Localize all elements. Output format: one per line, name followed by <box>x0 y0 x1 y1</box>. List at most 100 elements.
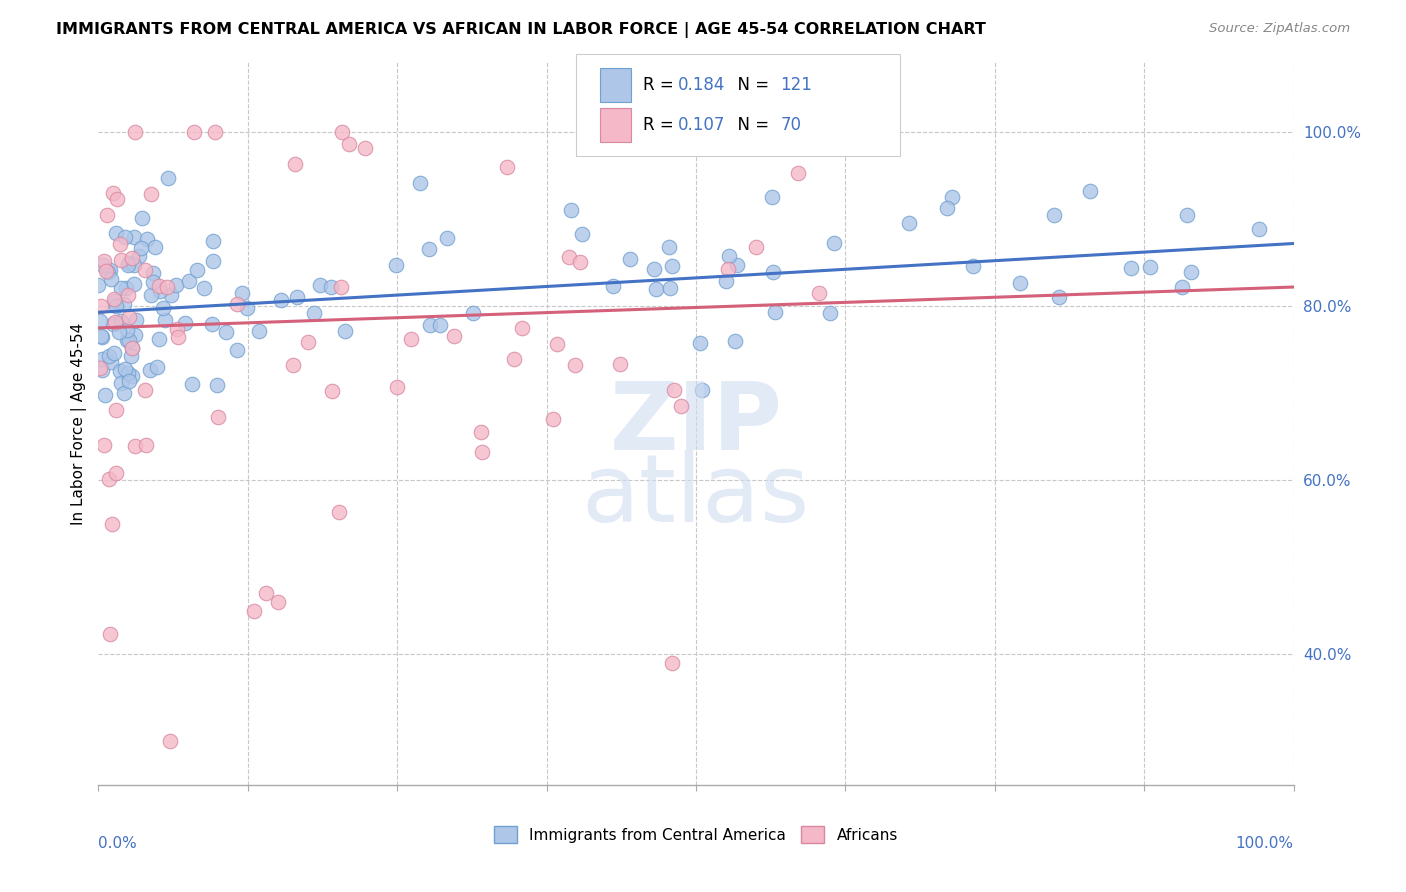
Text: 0.0%: 0.0% <box>98 836 138 851</box>
Point <box>96 209 118 223</box>
Point <box>409 176 432 190</box>
Point <box>91 363 114 377</box>
Point <box>134 263 156 277</box>
Point <box>103 292 125 306</box>
Point <box>205 378 228 392</box>
Point <box>174 316 197 330</box>
Point <box>124 327 146 342</box>
Point <box>124 125 146 139</box>
Point <box>104 403 127 417</box>
Point <box>936 201 959 215</box>
Point <box>118 333 141 347</box>
Point <box>385 380 408 394</box>
Point <box>148 278 170 293</box>
Point <box>207 410 229 425</box>
Point <box>146 359 169 374</box>
Point <box>470 425 492 439</box>
Point <box>104 466 127 480</box>
Point <box>664 383 686 397</box>
Text: 100.0%: 100.0% <box>1236 836 1294 851</box>
Point <box>898 216 921 230</box>
Point <box>114 229 136 244</box>
Point <box>121 341 143 355</box>
Point <box>98 472 121 486</box>
Point <box>159 288 181 302</box>
Point <box>283 358 305 372</box>
Point <box>142 266 165 280</box>
Point <box>121 341 143 355</box>
Point <box>87 277 110 292</box>
Point <box>159 734 181 748</box>
Point <box>110 280 132 294</box>
Point <box>308 277 330 292</box>
Point <box>135 438 157 452</box>
Point <box>418 242 440 256</box>
Point <box>103 346 125 360</box>
Point <box>110 376 132 391</box>
Point <box>183 125 205 139</box>
Point <box>166 322 188 336</box>
Point <box>121 368 143 383</box>
Point <box>186 263 208 277</box>
Point <box>108 364 131 378</box>
Point <box>471 445 494 459</box>
Point <box>115 333 138 347</box>
Point <box>321 384 343 399</box>
Point <box>156 280 179 294</box>
Point <box>247 324 270 338</box>
Point <box>110 252 132 267</box>
Point <box>93 438 115 452</box>
Point <box>1139 260 1161 275</box>
Point <box>1119 261 1142 276</box>
Point <box>89 314 111 328</box>
Text: N =: N = <box>727 76 775 94</box>
Point <box>125 313 148 327</box>
Point <box>761 189 783 203</box>
Point <box>546 337 568 351</box>
Point <box>104 315 127 329</box>
Text: 121: 121 <box>780 76 813 94</box>
Point <box>134 383 156 397</box>
Point <box>110 313 132 327</box>
Text: IMMIGRANTS FROM CENTRAL AMERICA VS AFRICAN IN LABOR FORCE | AGE 45-54 CORRELATIO: IMMIGRANTS FROM CENTRAL AMERICA VS AFRIC… <box>56 22 986 38</box>
Point <box>717 262 740 277</box>
Point <box>91 258 114 272</box>
Point <box>145 240 167 254</box>
Point <box>98 627 121 641</box>
Point <box>231 285 253 300</box>
Point <box>90 299 112 313</box>
Point <box>117 258 139 272</box>
Point <box>1047 290 1070 304</box>
Point <box>773 125 796 139</box>
Point <box>93 254 115 268</box>
Point <box>226 343 249 357</box>
Point <box>142 276 165 290</box>
Point <box>436 230 458 244</box>
Point <box>354 141 377 155</box>
Point <box>112 297 135 311</box>
Point <box>1078 185 1101 199</box>
Point <box>104 293 127 308</box>
Point <box>808 286 831 301</box>
Point <box>98 263 121 277</box>
Point <box>131 241 153 255</box>
Point <box>763 305 786 319</box>
Point <box>131 211 153 226</box>
Point <box>94 264 117 278</box>
Point <box>503 352 526 367</box>
Point <box>202 254 225 268</box>
Text: R =: R = <box>643 76 679 94</box>
Point <box>461 306 484 320</box>
Point <box>661 260 683 274</box>
Point <box>149 284 172 298</box>
Point <box>138 363 160 377</box>
Point <box>270 293 292 307</box>
Point <box>1175 207 1198 221</box>
Point <box>399 332 422 346</box>
Point <box>91 330 114 344</box>
Point <box>319 279 342 293</box>
Y-axis label: In Labor Force | Age 45-54: In Labor Force | Age 45-54 <box>72 323 87 524</box>
Text: 0.107: 0.107 <box>678 116 725 134</box>
Point <box>496 160 519 174</box>
Point <box>745 240 768 254</box>
